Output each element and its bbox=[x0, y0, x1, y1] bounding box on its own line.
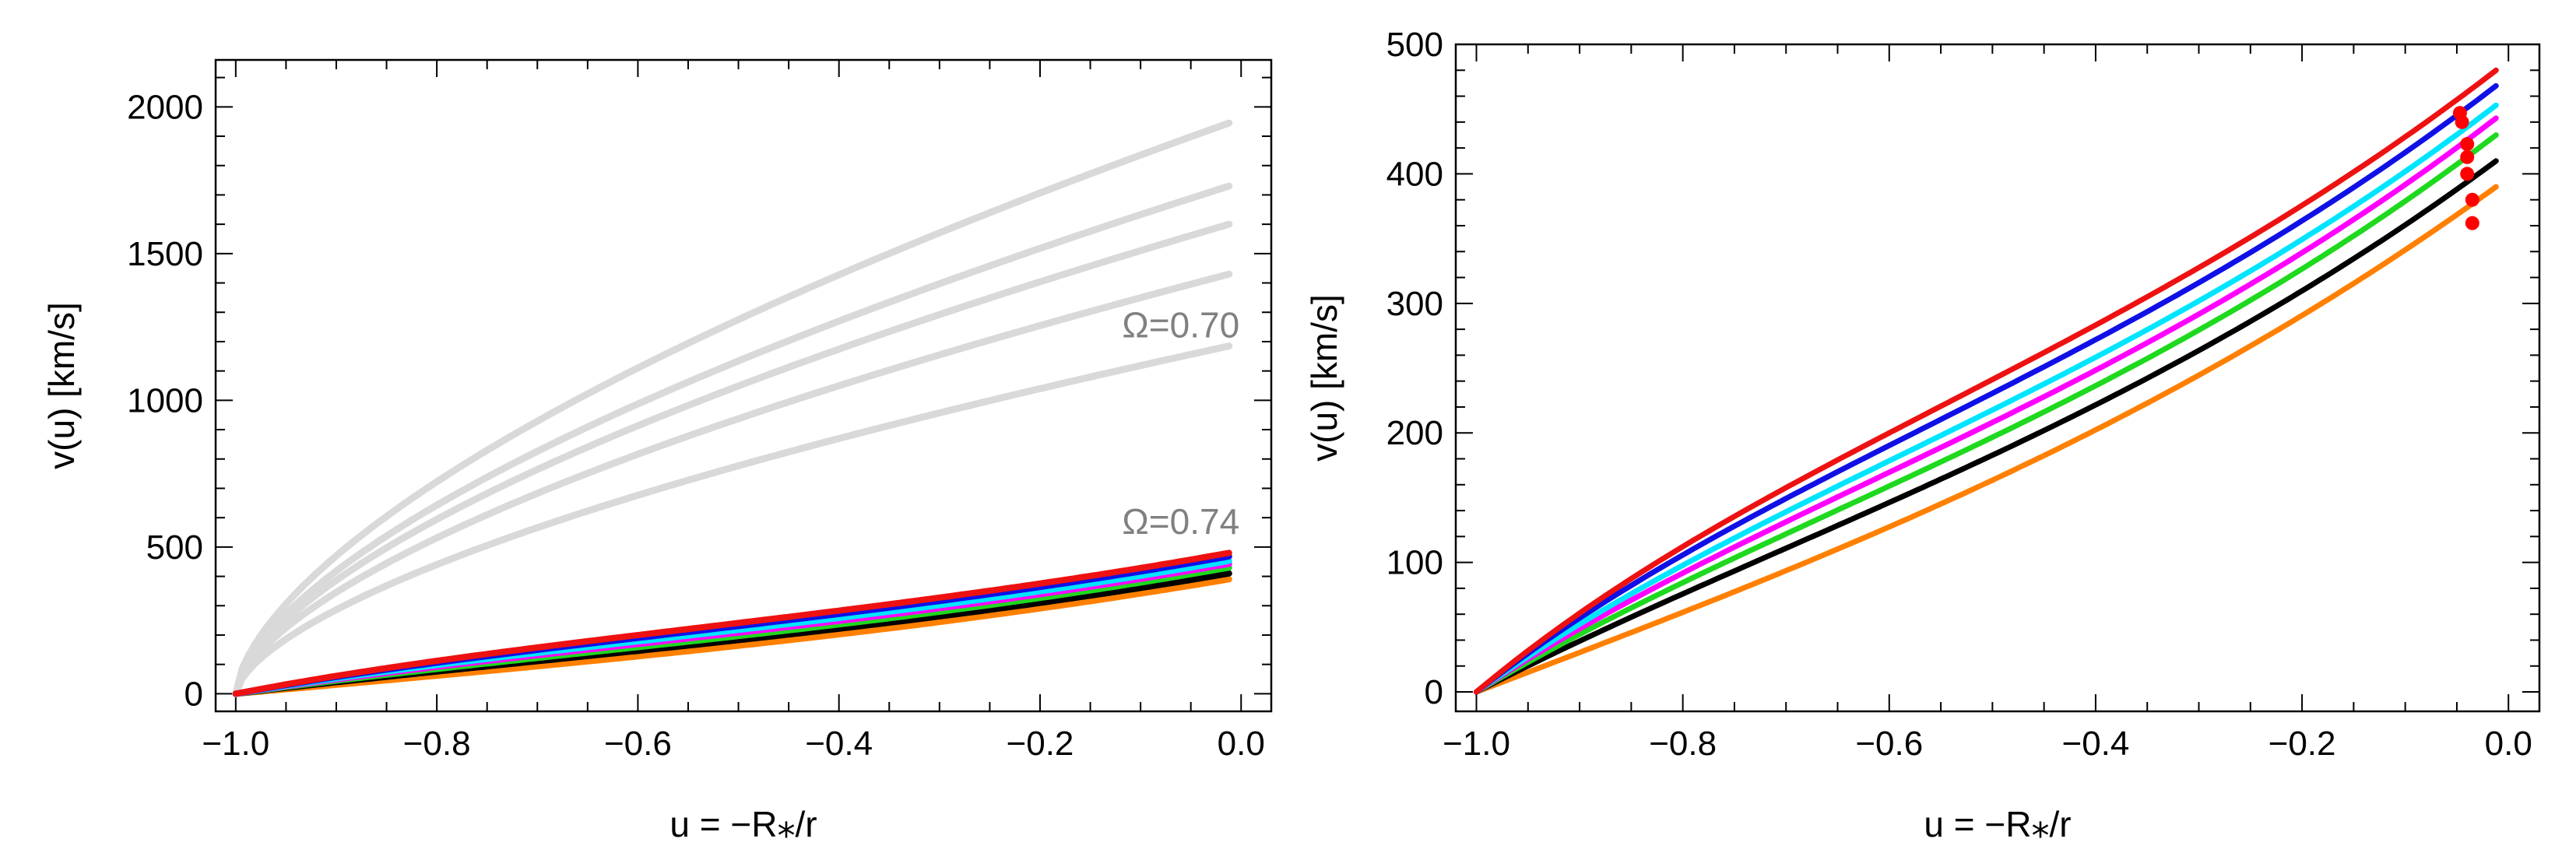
y-tick-label: 400 bbox=[1386, 155, 1443, 193]
y-tick-label: 1000 bbox=[127, 381, 203, 419]
y-tick-label: 200 bbox=[1386, 414, 1443, 452]
series-line-gray-1 bbox=[232, 119, 1233, 697]
sonic-point-marker bbox=[2465, 216, 2479, 230]
y-axis-label: v(u) [km/s] bbox=[41, 302, 82, 469]
sonic-point-marker bbox=[2460, 149, 2475, 164]
x-tick-label: −0.4 bbox=[2062, 725, 2130, 763]
x-tick-label: −1.0 bbox=[202, 725, 269, 763]
x-axis-label: u = −R⁎/r bbox=[1924, 804, 2071, 844]
y-tick-label: 100 bbox=[1386, 544, 1443, 582]
series-line-gray-2 bbox=[232, 182, 1233, 697]
series-line-red bbox=[232, 549, 1232, 697]
omega-annotation: Ω=0.74 bbox=[1122, 501, 1239, 542]
left-chart-panel: −1.0 −0.8 −0.6 −0.4 −0.2 0.0 0 500 1000 1500 2000 u… bbox=[41, 58, 1273, 844]
x-tick-label: −1.0 bbox=[1443, 725, 1510, 763]
sonic-point-marker bbox=[2465, 192, 2479, 207]
series-line-green bbox=[1474, 132, 2499, 695]
x-tick-label: −0.8 bbox=[1649, 725, 1717, 763]
plot-frame bbox=[1454, 43, 2541, 713]
y-tick-label: 1500 bbox=[127, 235, 203, 273]
series-line-orange bbox=[1474, 184, 2499, 695]
x-tick-label: 0.0 bbox=[1218, 725, 1265, 763]
y-tick-label: 2000 bbox=[127, 88, 203, 126]
series-line-gray-4 bbox=[232, 270, 1233, 697]
y-tick-label: 500 bbox=[1386, 26, 1443, 64]
series-line-cyan bbox=[1474, 102, 2499, 695]
x-tick-label: −0.2 bbox=[1007, 725, 1074, 763]
series-group bbox=[232, 119, 1233, 697]
plot-frame bbox=[214, 58, 1273, 713]
y-tick-label: 500 bbox=[146, 528, 203, 567]
series-line-gray-5 bbox=[232, 342, 1233, 697]
series-line-gray-3 bbox=[232, 220, 1233, 697]
sonic-point-marker bbox=[2455, 114, 2469, 129]
sonic-point-marker bbox=[2460, 137, 2475, 152]
right-chart-panel: −1.0 −0.8 −0.6 −0.4 −0.2 0.0 0 100 200 300 400 500 u… bbox=[1304, 26, 2541, 844]
series-group bbox=[1474, 67, 2499, 695]
x-tick-label: −0.2 bbox=[2268, 725, 2336, 763]
y-tick-label: 0 bbox=[185, 675, 203, 713]
series-line-blue bbox=[1474, 82, 2499, 695]
series-line-red bbox=[1474, 67, 2499, 695]
x-tick-label: −0.6 bbox=[604, 725, 672, 763]
series-line-orange bbox=[232, 576, 1232, 697]
omega-annotation: Ω=0.70 bbox=[1122, 304, 1239, 345]
y-axis-label: v(u) [km/s] bbox=[1304, 294, 1344, 462]
x-tick-label: 0.0 bbox=[2485, 725, 2532, 763]
sonic-point-marker bbox=[2460, 167, 2475, 181]
series-line-black bbox=[1474, 158, 2499, 695]
x-tick-label: −0.6 bbox=[1855, 725, 1923, 763]
y-tick-label: 0 bbox=[1425, 673, 1443, 711]
x-tick-label: −0.8 bbox=[403, 725, 471, 763]
x-tick-label: −0.4 bbox=[805, 725, 873, 763]
x-axis-label: u = −R⁎/r bbox=[669, 804, 817, 844]
series-line-magenta bbox=[1474, 115, 2499, 695]
y-tick-label: 300 bbox=[1386, 285, 1443, 323]
